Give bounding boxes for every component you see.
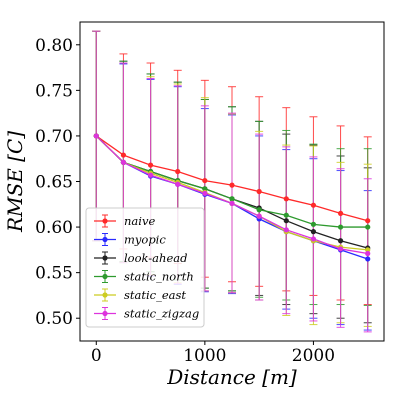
series-points	[93, 133, 371, 262]
data-point-look-ahead	[310, 229, 317, 235]
data-point-naive	[175, 168, 181, 175]
data-point-static-zigzag	[147, 172, 154, 178]
legend-label: static_north	[124, 270, 194, 284]
legend-swatch-marker	[102, 273, 108, 280]
data-point-naive	[337, 210, 344, 216]
data-point-static-north	[202, 186, 208, 192]
data-point-static-north	[310, 221, 317, 227]
legend-item-naive: naive	[94, 214, 155, 228]
legend-box	[85, 207, 205, 328]
legend-item-myopic: myopic	[94, 233, 166, 247]
y-tick-label: 0.70	[35, 127, 73, 147]
legend-label: static_zigzag	[124, 307, 199, 321]
legend-label: myopic	[124, 233, 166, 247]
y-tick-label: 0.60	[35, 218, 73, 238]
y-tick-label: 0.55	[35, 264, 73, 284]
data-point-static-zigzag	[93, 133, 99, 139]
data-point-static-zigzag	[337, 246, 344, 252]
x-tick-label: 2000	[292, 346, 335, 366]
legend-item-static-east: static_east	[94, 288, 186, 302]
legend-item-static-north: static_north	[94, 270, 194, 284]
data-point-naive	[229, 182, 235, 188]
data-point-static-east	[365, 247, 371, 253]
data-point-static-north	[229, 196, 235, 202]
legend-swatch-marker	[102, 292, 108, 298]
y-axis-ticks: 0.50 0.55 0.60 0.65 0.70 0.75 0.80	[35, 36, 80, 329]
data-point-static-zigzag	[202, 190, 208, 196]
data-point-naive	[120, 152, 127, 158]
data-point-static-zigzag	[310, 236, 317, 242]
data-point-static-north	[256, 207, 262, 213]
x-tick-label: 0	[91, 346, 102, 366]
x-axis-label: Distance [m]	[166, 365, 297, 389]
data-point-naive	[310, 202, 317, 208]
y-tick-label: 0.65	[35, 173, 73, 193]
data-point-naive	[283, 196, 289, 202]
legend-swatch-marker	[102, 310, 108, 317]
data-point-static-zigzag	[175, 181, 181, 187]
data-point-naive	[365, 218, 371, 224]
data-point-static-zigzag	[229, 200, 235, 206]
data-point-static-north	[283, 212, 289, 218]
legend-swatch-marker	[102, 236, 108, 243]
legend-label: static_east	[124, 288, 186, 302]
legend-item-static-zigzag: static_zigzag	[94, 307, 199, 321]
legend-swatch-marker	[102, 255, 108, 261]
data-point-naive	[202, 177, 208, 184]
data-point-static-zigzag	[365, 250, 371, 257]
legend-item-look-ahead: look-ahead	[94, 251, 187, 265]
legend-label: naive	[124, 214, 155, 228]
data-point-static-north	[337, 224, 344, 230]
data-point-naive	[256, 188, 262, 195]
data-point-look-ahead	[337, 238, 344, 244]
legend-swatch-marker	[102, 218, 108, 224]
data-point-look-ahead	[283, 218, 289, 224]
data-point-naive	[147, 162, 154, 168]
data-point-static-zigzag	[256, 213, 262, 219]
x-axis-ticks: 0 1000 2000	[91, 341, 335, 366]
legend: naive myopic look-ahead static_north static_…	[85, 207, 205, 328]
y-tick-label: 0.80	[35, 36, 73, 56]
legend-label: look-ahead	[124, 251, 187, 265]
data-point-static-zigzag	[283, 227, 289, 233]
y-axis-label: RMSE [C]	[3, 131, 27, 233]
y-tick-label: 0.50	[35, 309, 73, 329]
data-point-static-north	[365, 224, 371, 230]
data-point-static-zigzag	[120, 159, 127, 165]
x-tick-label: 1000	[183, 346, 226, 366]
data-point-myopic	[365, 256, 371, 262]
y-tick-label: 0.75	[35, 81, 73, 101]
